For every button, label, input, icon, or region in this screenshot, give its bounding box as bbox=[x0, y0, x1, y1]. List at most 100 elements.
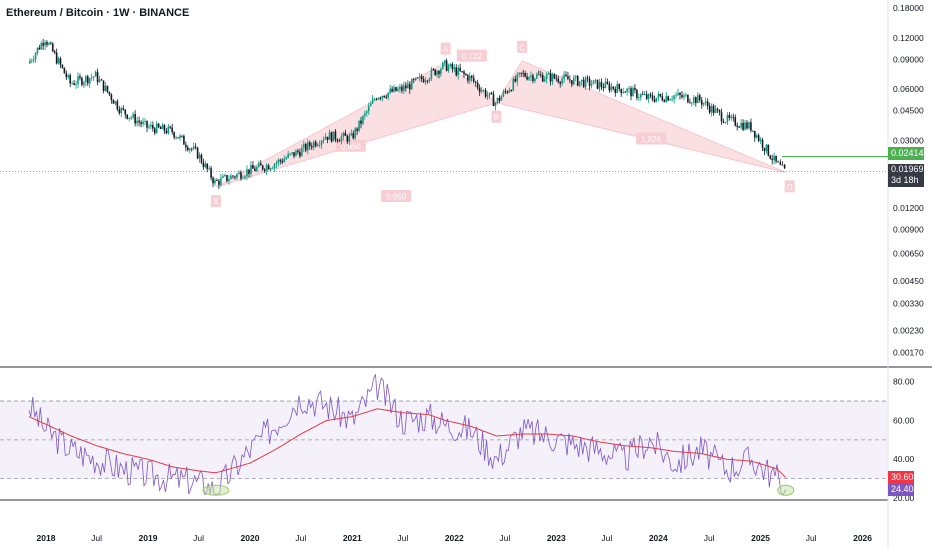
candle-body bbox=[530, 75, 532, 77]
candle-body bbox=[356, 128, 358, 131]
candle-body bbox=[476, 82, 479, 88]
candle-body bbox=[407, 84, 409, 89]
candle-body bbox=[584, 77, 587, 87]
candle-body bbox=[470, 75, 473, 78]
candle-body bbox=[196, 147, 199, 159]
candle-body bbox=[57, 58, 60, 64]
candle-body bbox=[216, 180, 218, 181]
candle-body bbox=[234, 176, 236, 178]
candle-body bbox=[512, 78, 515, 91]
rsi-ma-tag: 30.60 bbox=[888, 471, 914, 484]
candle-body bbox=[720, 112, 723, 122]
candle-body bbox=[293, 152, 295, 157]
candle-body bbox=[441, 62, 444, 70]
price-tick-label: 0.00330 bbox=[893, 299, 924, 309]
candle-body bbox=[134, 114, 136, 124]
candle-body bbox=[777, 161, 779, 163]
candle-body bbox=[332, 131, 335, 142]
candle-body bbox=[69, 75, 71, 84]
candle-body bbox=[582, 79, 585, 87]
pattern-bd-line bbox=[496, 102, 786, 173]
candle-body bbox=[86, 76, 89, 84]
candle-body bbox=[718, 110, 721, 113]
candle-body bbox=[405, 85, 407, 89]
candle-body bbox=[124, 109, 127, 115]
candle-body bbox=[645, 94, 648, 99]
candle-body bbox=[671, 99, 673, 100]
candle-body bbox=[685, 94, 687, 96]
candle-body bbox=[350, 133, 353, 136]
price-tick-label: 0.00170 bbox=[893, 348, 924, 358]
candle-body bbox=[165, 131, 168, 134]
candle-body bbox=[753, 130, 756, 138]
candle-body bbox=[541, 74, 544, 82]
candle-body bbox=[455, 67, 458, 76]
green-level-tag: 0.02414 bbox=[888, 147, 924, 160]
oversold-highlight-ellipse bbox=[202, 484, 230, 496]
candle-body bbox=[574, 76, 577, 78]
candle-body bbox=[641, 94, 644, 96]
candle-body bbox=[310, 146, 313, 148]
candle-body bbox=[385, 97, 388, 98]
candle-body bbox=[704, 101, 707, 103]
candle-body bbox=[570, 80, 573, 85]
candle-body bbox=[283, 159, 286, 163]
candle-body bbox=[722, 121, 725, 123]
candle-body bbox=[218, 180, 220, 185]
candle-body bbox=[687, 94, 689, 103]
candle-body bbox=[759, 139, 762, 141]
candle-body bbox=[314, 141, 317, 146]
pattern-ratio-label: 1.826 bbox=[641, 135, 662, 144]
candle-body bbox=[516, 74, 519, 82]
candle-body bbox=[397, 88, 399, 91]
candle-body bbox=[647, 94, 650, 99]
candle-body bbox=[108, 91, 111, 95]
candle-body bbox=[628, 88, 630, 90]
candle-body bbox=[449, 63, 452, 67]
candle-body bbox=[153, 128, 156, 134]
candle-body bbox=[100, 79, 103, 81]
candle-body bbox=[161, 124, 164, 129]
candle-body bbox=[594, 79, 597, 81]
candle-body bbox=[291, 152, 293, 154]
rsi-value-tag: 24.40 bbox=[888, 483, 914, 496]
rsi-axis: 80.00 60.00 40.00 20.00 bbox=[893, 377, 915, 503]
candle-body bbox=[472, 77, 475, 82]
candle-body bbox=[259, 163, 262, 166]
candle-body bbox=[53, 51, 56, 53]
candle-body bbox=[273, 164, 276, 169]
candle-body bbox=[478, 87, 481, 92]
candle-body bbox=[673, 95, 675, 100]
candle-body bbox=[204, 163, 207, 168]
candle-body bbox=[232, 175, 234, 177]
candle-body bbox=[538, 74, 540, 76]
candle-body bbox=[75, 83, 77, 85]
time-tick-label: 2021 bbox=[343, 533, 362, 543]
candle-body bbox=[152, 125, 154, 129]
pattern-ratio-label: 0.722 bbox=[462, 52, 483, 61]
pattern-point-label: X bbox=[213, 197, 219, 206]
pattern-point-label: A bbox=[443, 45, 449, 54]
price-tick-label: 0.00900 bbox=[893, 225, 924, 235]
candle-body bbox=[46, 42, 48, 45]
candle-body bbox=[399, 86, 401, 89]
candle-body bbox=[148, 126, 150, 128]
candle-body bbox=[104, 85, 107, 91]
candle-body bbox=[522, 72, 524, 74]
pattern-point-badge bbox=[440, 42, 451, 55]
candle-body bbox=[771, 158, 774, 161]
time-tick-label: Jul bbox=[91, 533, 102, 543]
candle-body bbox=[691, 102, 693, 104]
candle-body bbox=[269, 168, 272, 170]
candle-body bbox=[463, 71, 465, 75]
candle-body bbox=[395, 87, 397, 91]
candle-body bbox=[640, 94, 642, 98]
candle-body bbox=[467, 75, 469, 81]
candle-body bbox=[295, 150, 297, 157]
candle-body bbox=[461, 71, 463, 72]
candle-body bbox=[130, 117, 132, 119]
candle-body bbox=[126, 114, 129, 119]
candle-body bbox=[706, 101, 709, 106]
candle-body bbox=[29, 60, 31, 64]
